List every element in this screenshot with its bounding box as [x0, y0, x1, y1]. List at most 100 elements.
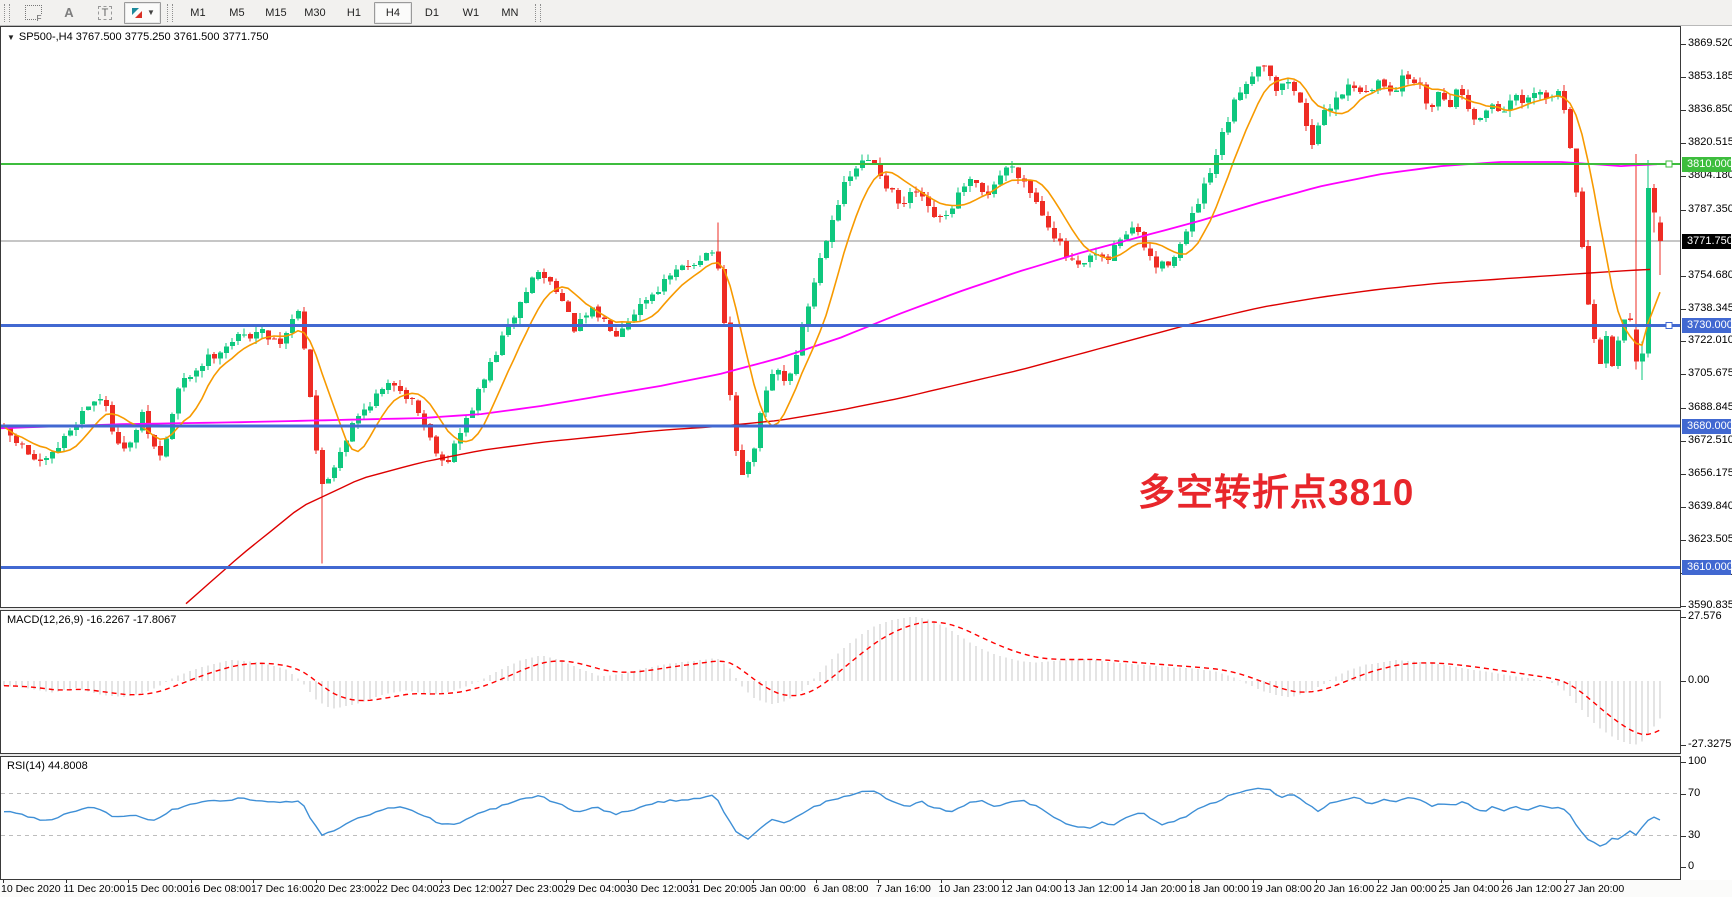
time-tick	[1128, 880, 1129, 883]
toolbar-grip[interactable]	[4, 3, 10, 22]
price-plot[interactable]	[1, 27, 1680, 607]
time-tick-label: 17 Dec 16:00	[251, 883, 314, 895]
hline-handle[interactable]	[1665, 160, 1673, 168]
price-axis[interactable]: 3869.520 3853.185 3836.850 3820.515 3804…	[1681, 26, 1732, 880]
grid-icon: F	[24, 5, 42, 23]
time-tick	[690, 880, 692, 883]
time-tick	[940, 880, 942, 883]
price-tick-label: 3836.850	[1688, 103, 1732, 115]
text-label-icon[interactable]: T	[88, 2, 122, 24]
arrows-glyph	[132, 7, 142, 18]
hline-handle[interactable]	[1665, 321, 1673, 329]
axis-tick	[1681, 606, 1686, 607]
chart-text-annotation[interactable]: 多空转折点3810	[1138, 472, 1415, 513]
time-tick	[1003, 880, 1004, 883]
price-tick-label: 3869.520	[1688, 37, 1732, 49]
panel-splitter[interactable]	[0, 754, 1681, 756]
time-tick-label: 13 Jan 12:00	[1063, 883, 1125, 895]
axis-tick	[1681, 617, 1686, 618]
time-tick-label: 20 Dec 23:00	[313, 883, 376, 895]
rsi-panel	[0, 756, 1681, 880]
time-tick	[1253, 880, 1254, 883]
time-tick-label: 29 Dec 04:00	[563, 883, 626, 895]
price-tick-label: 0	[1688, 860, 1695, 872]
axis-tick	[1681, 408, 1686, 409]
price-tick-label: 3656.175	[1688, 467, 1732, 479]
time-tick	[190, 880, 192, 883]
price-tick-label: 3853.185	[1688, 70, 1732, 82]
cycle-arrows-icon[interactable]: ▼	[124, 1, 161, 24]
time-tick	[503, 880, 504, 883]
macd-plot[interactable]	[1, 611, 1680, 753]
price-panel	[0, 26, 1681, 608]
axis-tick	[1681, 762, 1686, 763]
price-level-badge: 3610.000	[1682, 560, 1732, 575]
time-tick-label: 31 Dec 20:00	[688, 883, 751, 895]
timeframe-button-w1[interactable]: W1	[462, 6, 480, 19]
chart-title: ▼ SP500-,H4 3767.500 3775.250 3761.500 3…	[7, 31, 268, 43]
time-tick-label: 6 Jan 08:00	[813, 883, 869, 895]
timeframe-button-mn[interactable]: MN	[501, 6, 519, 19]
time-tick	[878, 880, 879, 883]
time-tick	[1503, 880, 1504, 883]
axis-tick	[1681, 276, 1686, 277]
toolbar-grip[interactable]	[166, 3, 173, 22]
time-tick-label: 30 Dec 12:00	[626, 883, 689, 895]
time-tick-label: 16 Dec 08:00	[188, 883, 251, 895]
time-tick-label: 11 Dec 20:00	[63, 883, 126, 895]
price-tick-label: 70	[1688, 787, 1701, 799]
symbol-ohlc-text: SP500-,H4 3767.500 3775.250 3761.500 377…	[18, 31, 269, 43]
axis-tick	[1681, 77, 1686, 78]
time-tick-label: 20 Jan 16:00	[1313, 883, 1375, 895]
price-tick-label: -27.3275	[1688, 738, 1732, 750]
time-tick	[628, 880, 629, 883]
time-tick	[753, 880, 754, 883]
time-tick-label: 10 Dec 2020	[1, 883, 61, 895]
timeframe-button-m15[interactable]: M15	[265, 6, 287, 19]
price-tick-label: 3672.510	[1688, 434, 1732, 446]
price-tick-label: 30	[1688, 829, 1701, 841]
time-tick-label: 18 Jan 00:00	[1188, 883, 1250, 895]
axis-tick	[1681, 794, 1686, 795]
time-tick	[440, 880, 442, 883]
axis-tick	[1681, 867, 1686, 868]
price-tick-label: 3754.680	[1688, 269, 1732, 281]
macd-panel	[0, 610, 1681, 754]
price-tick-label: 3623.505	[1688, 533, 1732, 545]
toolbar-grip[interactable]	[534, 3, 541, 22]
timeframe-button-h4[interactable]: H4	[373, 1, 412, 24]
time-tick	[1065, 880, 1067, 883]
price-level-badge: 3730.000	[1682, 318, 1732, 333]
axis-tick	[1681, 309, 1686, 310]
time-tick-label: 5 Jan 00:00	[751, 883, 806, 895]
dropdown-caret-icon: ▼	[147, 8, 155, 17]
price-tick-label: 3590.835	[1688, 599, 1732, 611]
axis-tick	[1681, 474, 1686, 475]
timeframe-button-d1[interactable]: D1	[424, 6, 439, 19]
axis-tick	[1681, 540, 1686, 541]
timeframe-button-m1[interactable]: M1	[190, 6, 206, 19]
price-level-badge: 3680.000	[1682, 419, 1732, 434]
time-tick	[565, 880, 567, 883]
timeframe-group: M1 M5 M15 M30 H1 H4 D1 W1 MN	[179, 1, 529, 24]
symbol-dropdown-icon[interactable]: ▼	[7, 32, 15, 42]
axis-tick	[1681, 681, 1686, 682]
axis-tick	[1681, 745, 1686, 746]
font-a-icon[interactable]: A	[64, 5, 74, 20]
time-tick	[815, 880, 817, 883]
indicator-grid-icon[interactable]: F	[16, 2, 50, 24]
price-tick-label: 3722.010	[1688, 334, 1732, 346]
time-axis[interactable]: 10 Dec 2020 11 Dec 20:00 15 Dec 00:00 16…	[0, 880, 1732, 897]
timeframe-button-m5[interactable]: M5	[229, 6, 245, 19]
time-tick-label: 15 Dec 00:00	[126, 883, 189, 895]
axis-tick	[1681, 210, 1686, 211]
rsi-plot[interactable]	[1, 757, 1680, 879]
price-tick-label: 3804.180	[1688, 169, 1732, 181]
timeframe-button-m30[interactable]: M30	[304, 6, 326, 19]
timeframe-button-h1[interactable]: H1	[346, 6, 361, 19]
axis-tick	[1681, 143, 1686, 144]
time-tick	[315, 880, 317, 883]
time-tick-label: 23 Dec 12:00	[438, 883, 501, 895]
panel-splitter[interactable]	[0, 608, 1681, 610]
